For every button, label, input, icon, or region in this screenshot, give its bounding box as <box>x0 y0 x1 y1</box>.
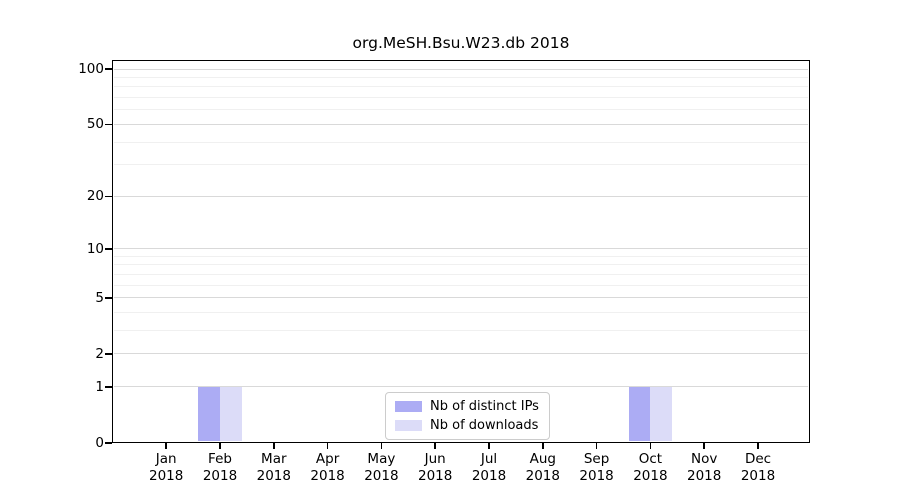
minor-gridline <box>114 86 808 88</box>
minor-gridline <box>114 109 808 111</box>
y-tick <box>105 123 112 126</box>
x-tick-label-line: 2018 <box>740 467 776 484</box>
minor-gridline <box>114 141 808 143</box>
y-tick <box>105 353 112 355</box>
minor-gridline <box>114 255 808 257</box>
major-gridline <box>114 297 808 299</box>
x-tick <box>488 443 490 449</box>
minor-gridline <box>114 330 808 332</box>
x-tick-label-line: Jun <box>424 451 446 467</box>
major-gridline <box>114 195 808 197</box>
bar-distinct-ips <box>198 386 220 442</box>
x-tick-label-line: 2018 <box>579 467 614 484</box>
x-tick-label: Sep 2018 <box>565 451 629 484</box>
x-tick-label: May 2018 <box>349 451 413 484</box>
x-tick-label-line: 2018 <box>418 467 453 484</box>
x-tick-label: Feb 2018 <box>188 451 252 484</box>
legend-label: Nb of distinct IPs <box>430 399 539 414</box>
x-tick-label: Apr 2018 <box>296 451 360 484</box>
x-tick-label-line: Jan <box>155 451 177 467</box>
minor-gridline <box>114 97 808 99</box>
legend: Nb of distinct IPs Nb of downloads <box>385 392 550 440</box>
x-tick-label-line: 2018 <box>525 467 560 484</box>
x-tick <box>703 443 705 449</box>
y-tick <box>105 68 112 70</box>
x-tick-label-line: 2018 <box>687 467 722 484</box>
x-tick-label-line: 2018 <box>202 467 238 484</box>
minor-gridline <box>114 312 808 314</box>
x-tick <box>273 443 275 449</box>
x-tick <box>542 443 544 449</box>
minor-gridline <box>114 164 808 166</box>
x-tick-label: Dec 2018 <box>726 451 790 484</box>
x-tick-label-line: 2018 <box>310 467 345 484</box>
x-tick-label-line: Mar <box>261 451 287 467</box>
y-tick <box>105 442 112 444</box>
legend-row: Nb of distinct IPs <box>395 399 540 414</box>
y-tick-label: 2 <box>95 345 104 362</box>
bar-downloads <box>220 386 242 442</box>
x-tick <box>219 443 221 449</box>
x-tick-label-line: 2018 <box>364 467 399 484</box>
major-gridline <box>114 248 808 250</box>
x-tick-label-line: Nov <box>691 451 718 467</box>
legend-swatch-icon <box>395 420 422 431</box>
x-tick <box>757 443 759 449</box>
y-tick <box>105 386 112 388</box>
bar-downloads <box>650 386 673 442</box>
bar-distinct-ips <box>628 386 651 442</box>
x-tick-label: Jul 2018 <box>457 451 521 484</box>
x-tick-label: Oct 2018 <box>618 451 682 484</box>
y-tick-label: 5 <box>95 289 104 306</box>
x-tick <box>434 443 436 449</box>
x-tick-label-line: 2018 <box>471 467 507 484</box>
minor-gridline <box>114 274 808 276</box>
x-tick-label: Mar 2018 <box>242 451 306 484</box>
y-tick-label: 50 <box>86 116 104 133</box>
y-tick-label: 100 <box>78 61 104 78</box>
x-tick <box>649 443 652 449</box>
legend-label: Nb of downloads <box>430 418 539 433</box>
y-tick-label: 20 <box>86 188 104 205</box>
y-tick-label: 1 <box>95 378 104 395</box>
x-tick <box>326 443 329 449</box>
major-gridline <box>114 68 808 70</box>
x-tick-label-line: 2018 <box>633 467 668 484</box>
x-tick <box>595 443 598 449</box>
x-tick-label: Jun 2018 <box>403 451 467 484</box>
x-tick-label-line: May <box>367 451 396 467</box>
y-tick-label: 0 <box>95 435 104 451</box>
x-tick-label: Jan 2018 <box>134 451 198 484</box>
x-tick-label: Aug 2018 <box>511 451 575 484</box>
chart-title: org.MeSH.Bsu.W23.db 2018 <box>352 34 570 52</box>
major-gridline <box>114 123 808 125</box>
minor-gridline <box>114 284 808 286</box>
x-tick-label-line: Feb <box>208 451 232 467</box>
major-gridline <box>114 386 808 388</box>
x-tick-label-line: 2018 <box>149 467 184 484</box>
x-tick-label-line: 2018 <box>256 467 291 484</box>
y-tick <box>105 195 112 198</box>
minor-gridline <box>114 264 808 266</box>
y-tick <box>105 297 112 299</box>
minor-gridline <box>114 77 808 79</box>
x-tick-label-line: Sep <box>583 451 610 467</box>
x-tick-label-line: Oct <box>638 451 663 467</box>
x-tick <box>380 443 383 449</box>
major-gridline <box>114 353 808 355</box>
x-tick-label: Nov 2018 <box>672 451 736 484</box>
x-tick-label-line: Jul <box>480 451 498 467</box>
x-tick-label-line: Apr <box>315 451 340 467</box>
legend-swatch-icon <box>395 401 422 412</box>
x-tick-label-line: Aug <box>529 451 556 467</box>
x-tick <box>165 443 167 449</box>
y-tick <box>105 247 112 250</box>
y-tick-label: 10 <box>86 240 104 257</box>
x-tick-label-line: Dec <box>744 451 772 467</box>
legend-row: Nb of downloads <box>395 418 540 433</box>
